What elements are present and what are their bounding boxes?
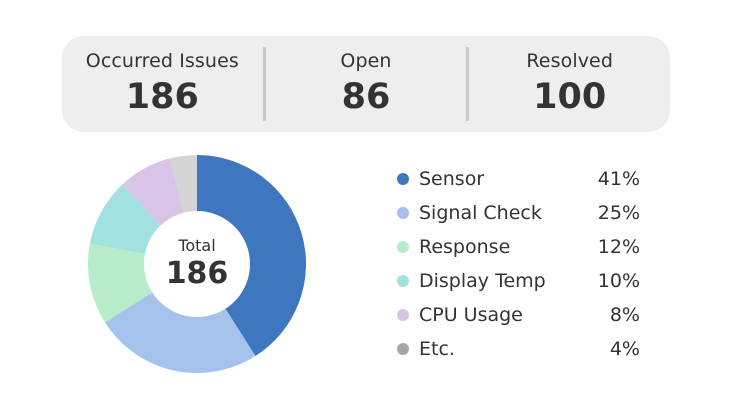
donut-slice-display-temp: [89, 184, 161, 255]
legend-item-cpu-usage: CPU Usage 8%: [392, 298, 640, 332]
legend-dot-icon: [397, 343, 409, 355]
stat-occurred-value: 186: [125, 77, 199, 117]
legend-item-sensor: Sensor 41%: [392, 162, 640, 196]
donut-slice-cpu-usage: [122, 158, 184, 226]
stat-resolved-label: Resolved: [526, 50, 613, 72]
legend-label: Signal Check: [419, 202, 542, 224]
legend-dot-icon: [397, 207, 409, 219]
stat-occurred-label: Occurred Issues: [85, 50, 239, 72]
stat-resolved: Resolved 100: [469, 36, 670, 132]
legend-dot-icon: [397, 241, 409, 253]
legend-label: Sensor: [419, 168, 485, 190]
donut-slice-etc-: [169, 155, 197, 213]
legend-label: CPU Usage: [419, 304, 523, 326]
stat-resolved-value: 100: [533, 77, 607, 117]
legend-percent: 25%: [597, 202, 640, 224]
legend-item-response: Response 12%: [392, 230, 640, 264]
legend-dot-icon: [397, 173, 409, 185]
donut-slice-response: [88, 243, 153, 323]
legend-percent: 4%: [609, 338, 640, 360]
legend-item-display-temp: Display Temp 10%: [392, 264, 640, 298]
stat-occurred-issues: Occurred Issues 186: [62, 36, 263, 132]
legend-dot-icon: [397, 309, 409, 321]
donut-slice-sensor: [197, 155, 306, 357]
legend-percent: 12%: [597, 236, 640, 258]
donut-chart: Total 186: [88, 155, 306, 373]
legend-percent: 8%: [609, 304, 640, 326]
donut-chart-svg: [88, 155, 306, 373]
chart-legend: Sensor 41% Signal Check 25% Response 12% Displ…: [392, 162, 640, 366]
legend-percent: 41%: [597, 168, 640, 190]
legend-percent: 10%: [597, 270, 640, 292]
stat-open: Open 86: [266, 36, 467, 132]
legend-label: Display Temp: [419, 270, 546, 292]
legend-label: Response: [419, 236, 511, 258]
legend-item-etc: Etc. 4%: [392, 332, 640, 366]
stat-open-value: 86: [341, 77, 391, 117]
stat-open-label: Open: [340, 50, 392, 72]
stat-divider: [466, 47, 470, 121]
issue-summary-panel: Occurred Issues 186 Open 86 Resolved 100: [62, 36, 670, 132]
stat-divider: [262, 47, 266, 121]
donut-slice-signal-check: [104, 292, 256, 373]
legend-item-signal-check: Signal Check 25%: [392, 196, 640, 230]
legend-label: Etc.: [419, 338, 455, 360]
legend-dot-icon: [397, 275, 409, 287]
